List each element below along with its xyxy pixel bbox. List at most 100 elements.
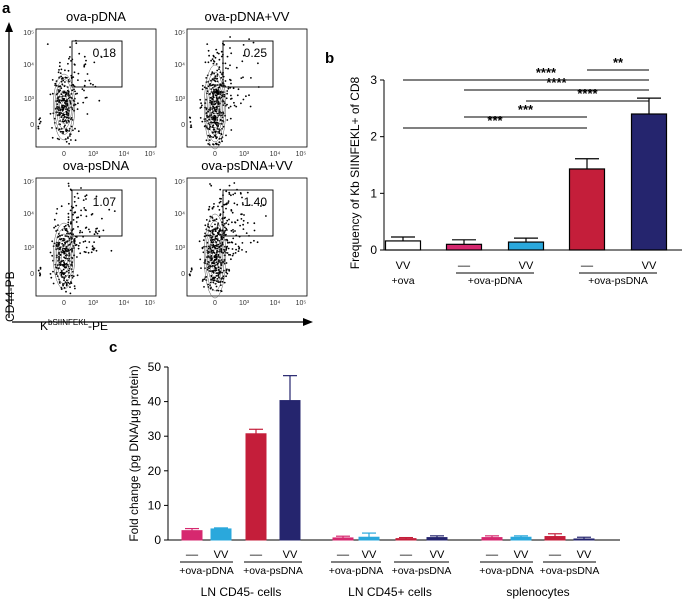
chart-c-bar <box>573 538 595 541</box>
facs-event-dot <box>37 125 40 128</box>
facs-event-dot <box>83 250 86 253</box>
facs-event-dot <box>253 229 256 232</box>
facs-event-dot <box>62 104 65 107</box>
facs-event-dot <box>64 119 67 121</box>
chart-c-bar <box>358 536 380 541</box>
facs-event-dot <box>113 210 116 213</box>
facs-event-dot <box>58 252 60 255</box>
facs-event-dot <box>68 57 70 60</box>
facs-y-tick: 10³ <box>175 96 186 103</box>
facs-event-dot <box>57 242 60 245</box>
facs-event-dot <box>61 83 64 86</box>
chart-c-section-label: splenocytes <box>506 585 569 599</box>
facs-event-dot <box>63 256 65 259</box>
facs-event-dot <box>224 80 227 82</box>
facs-event-dot <box>74 127 76 130</box>
facs-event-dot <box>216 278 219 280</box>
facs-event-dot <box>216 107 218 109</box>
chart-c-bar <box>279 400 301 541</box>
facs-event-dot <box>70 139 72 141</box>
facs-event-dot <box>215 218 218 221</box>
facs-event-dot <box>73 88 75 91</box>
facs-event-dot <box>226 219 229 222</box>
facs-event-dot <box>227 87 230 90</box>
facs-event-dot <box>198 240 201 243</box>
facs-event-dot <box>230 229 233 232</box>
facs-event-dot <box>67 119 70 122</box>
facs-event-dot <box>58 281 61 283</box>
facs-x-tick: 10⁴ <box>119 151 130 158</box>
facs-event-dot <box>201 88 204 91</box>
facs-event-dot <box>214 94 217 97</box>
facs-event-dot <box>208 128 211 131</box>
facs-event-dot <box>211 217 214 219</box>
facs-event-dot <box>210 59 213 62</box>
facs-event-dot <box>62 113 64 115</box>
facs-event-dot <box>77 72 80 75</box>
facs-event-dot <box>230 194 232 197</box>
facs-event-dot <box>243 214 245 216</box>
facs-event-dot <box>60 80 63 83</box>
facs-event-dot <box>230 209 233 212</box>
facs-event-dot <box>229 47 231 49</box>
facs-event-dot <box>76 92 78 95</box>
panel-b-letter: b <box>325 50 334 67</box>
chart-b-significance-label: *** <box>518 102 534 117</box>
facs-event-dot <box>242 44 245 46</box>
facs-event-dot <box>77 130 80 133</box>
facs-event-dot <box>234 230 236 232</box>
facs-event-dot <box>225 275 228 278</box>
facs-y-tick: 0 <box>181 122 185 129</box>
facs-event-dot <box>77 247 80 250</box>
facs-gate-value: 1.40 <box>244 195 268 209</box>
chart-c-y-axis-label: Fold change (pg DNA/μg protein) <box>127 365 141 541</box>
facs-event-dot <box>249 105 252 108</box>
facs-event-dot <box>66 76 68 79</box>
chart-c-bar <box>210 528 232 541</box>
facs-x-tick: 10³ <box>239 151 250 158</box>
facs-event-dot <box>39 120 42 123</box>
facs-event-dot <box>61 120 64 123</box>
facs-event-dot <box>199 117 202 119</box>
facs-event-dot <box>216 124 218 127</box>
facs-event-dot <box>62 91 65 94</box>
facs-event-dot <box>213 72 216 75</box>
facs-event-dot <box>49 251 52 254</box>
chart-b-plot: 0 1 2 3 Frequency of Kb SIINFEKL+ of CD8 VV ––… <box>348 55 682 287</box>
facs-event-dot <box>217 268 220 271</box>
facs-event-dot <box>228 193 231 196</box>
facs-event-dot <box>55 212 58 215</box>
facs-event-dot <box>52 270 54 273</box>
facs-event-dot <box>213 269 215 272</box>
chart-b-group-label: +ova <box>391 275 414 287</box>
facs-y-tick: 10⁵ <box>23 179 34 186</box>
facs-event-dot <box>257 62 259 65</box>
facs-event-dot <box>100 56 103 58</box>
facs-event-dot <box>201 246 204 249</box>
facs-event-dot <box>201 104 203 107</box>
facs-contour <box>203 64 227 150</box>
facs-event-dot <box>96 227 98 230</box>
facs-event-dot <box>242 54 245 57</box>
facs-event-dot <box>68 142 70 145</box>
facs-event-dot <box>217 93 220 95</box>
facs-event-dot <box>213 239 216 241</box>
facs-event-dot <box>227 247 230 250</box>
facs-y-tick: 0 <box>30 122 34 129</box>
facs-event-dot <box>77 244 80 247</box>
panel-c-letter: c <box>109 339 117 356</box>
facs-event-dot <box>214 110 217 112</box>
chart-c-category-label: –– <box>549 549 562 561</box>
facs-event-dot <box>37 269 40 272</box>
facs-event-dot <box>226 119 229 121</box>
facs-event-dot <box>236 203 239 206</box>
facs-event-dot <box>219 267 222 270</box>
facs-contour <box>211 248 219 264</box>
facs-event-dot <box>221 205 224 208</box>
facs-event-dot <box>90 213 93 216</box>
facs-event-dot <box>260 205 262 207</box>
facs-event-dot <box>60 238 63 240</box>
chart-b-y-tick-label: 0 <box>370 243 377 257</box>
facs-event-dot <box>74 139 77 142</box>
